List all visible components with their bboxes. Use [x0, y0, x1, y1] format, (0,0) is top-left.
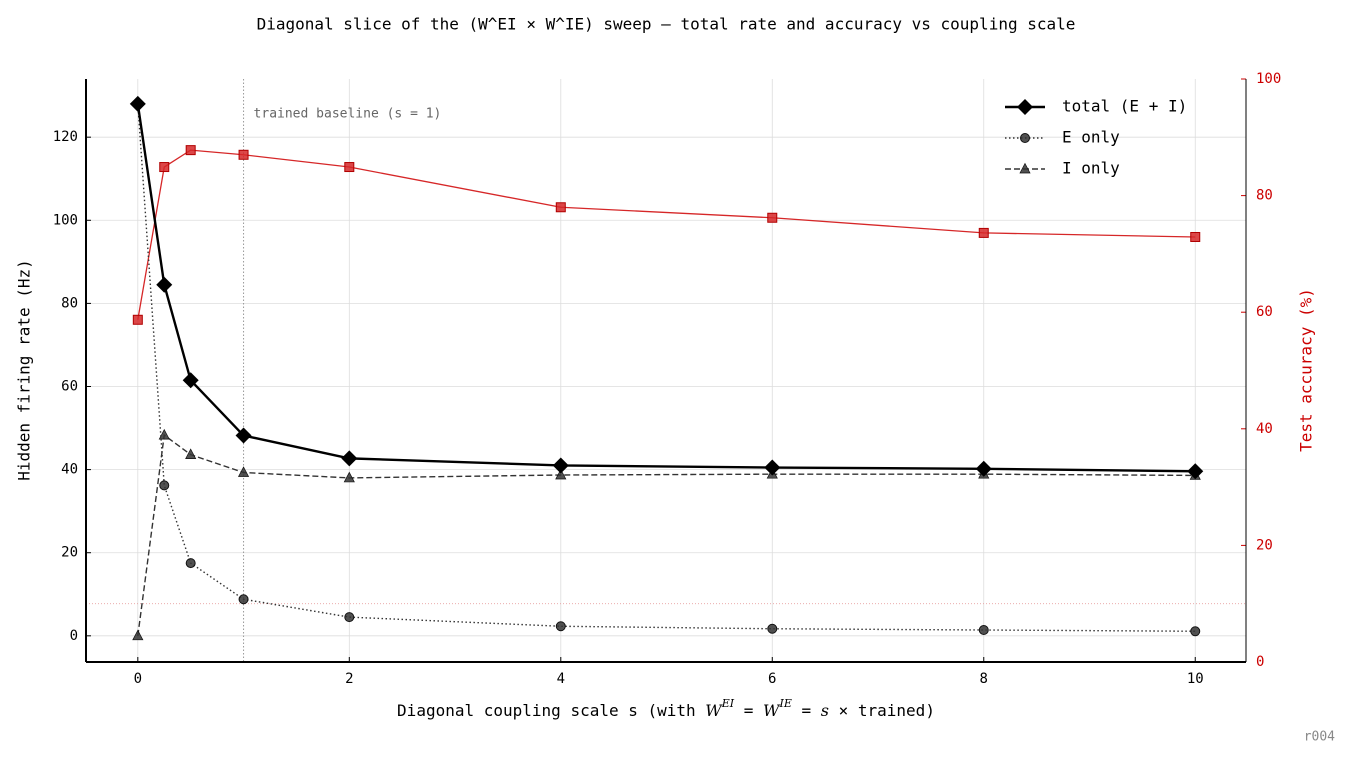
annotation: trained baseline (s = 1)	[254, 107, 442, 122]
marker	[1187, 463, 1204, 480]
marker	[238, 149, 249, 160]
y-tick-label: 0	[70, 628, 78, 644]
legend-marker	[1017, 99, 1033, 115]
marker	[156, 276, 173, 293]
marker	[344, 162, 355, 173]
x-label-part: IE	[778, 697, 791, 710]
marker	[237, 466, 250, 477]
y2-tick-label: 60	[1256, 304, 1273, 320]
marker	[555, 202, 566, 213]
marker	[158, 428, 170, 440]
marker	[555, 468, 567, 480]
y-tick-label: 40	[61, 462, 78, 478]
marker	[764, 459, 781, 476]
y-tick-label: 100	[53, 212, 78, 228]
x-label-part: W	[763, 701, 781, 720]
marker	[132, 629, 144, 641]
marker	[552, 457, 569, 474]
y2-tick-label: 100	[1256, 71, 1281, 87]
marker	[185, 145, 196, 156]
y2-tick-label: 80	[1256, 188, 1273, 204]
legend-marker	[1019, 162, 1031, 174]
y2-tick-label: 40	[1256, 421, 1273, 437]
marker	[238, 594, 249, 605]
x-tick-label: 6	[768, 671, 776, 687]
x-label-part: s	[821, 701, 829, 720]
x-tick-label: 2	[345, 671, 353, 687]
marker	[132, 314, 143, 325]
x-axis-label: Diagonal coupling scale s (with WEI = WI…	[397, 697, 935, 720]
x-label-part: × trained)	[829, 701, 935, 720]
legend-marker	[1020, 133, 1030, 143]
y-tick-label: 60	[61, 378, 78, 394]
y-tick-label: 120	[53, 129, 78, 145]
y-tick-label: 80	[61, 295, 78, 311]
x-tick-label: 0	[134, 671, 142, 687]
series-line	[137, 103, 1196, 632]
marker	[1190, 231, 1201, 242]
legend-label: E only	[1062, 128, 1120, 147]
marker	[767, 212, 778, 223]
x-tick-label: 8	[980, 671, 988, 687]
y2-axis-label: Test accuracy (%)	[1297, 288, 1316, 452]
marker	[235, 427, 252, 444]
x-label-part: =	[734, 701, 763, 720]
x-tick-label: 4	[557, 671, 565, 687]
marker	[555, 621, 566, 632]
marker	[159, 162, 170, 173]
series-line	[137, 433, 1196, 636]
legend-label: I only	[1062, 159, 1120, 178]
marker	[343, 471, 355, 483]
marker	[978, 625, 989, 636]
marker	[341, 450, 358, 467]
x-label-part: W	[705, 701, 723, 720]
y-axis-label: Hidden firing rate (Hz)	[15, 259, 34, 481]
marker	[344, 612, 355, 623]
x-label-part: EI	[721, 697, 735, 710]
y2-tick-label: 0	[1256, 654, 1264, 670]
corner-text: r004	[1304, 730, 1335, 745]
marker	[767, 623, 778, 634]
marker	[975, 460, 992, 477]
marker	[182, 372, 199, 389]
series-line	[137, 149, 1196, 320]
marker	[978, 227, 989, 238]
legend-label: total (E + I)	[1062, 97, 1187, 116]
grid	[86, 79, 1246, 662]
x-label-part: Diagonal coupling scale s (with	[397, 701, 705, 720]
marker	[129, 95, 146, 112]
marker	[185, 448, 197, 459]
series-line	[136, 103, 1196, 473]
marker	[159, 480, 170, 491]
marker	[185, 558, 196, 569]
y-tick-label: 20	[61, 545, 78, 561]
x-tick-label: 10	[1187, 671, 1204, 687]
chart-title: Diagonal slice of the (W^EI × W^IE) swee…	[257, 15, 1076, 34]
y2-tick-label: 20	[1256, 537, 1273, 553]
x-label-part: =	[792, 701, 821, 720]
marker	[1190, 626, 1201, 637]
